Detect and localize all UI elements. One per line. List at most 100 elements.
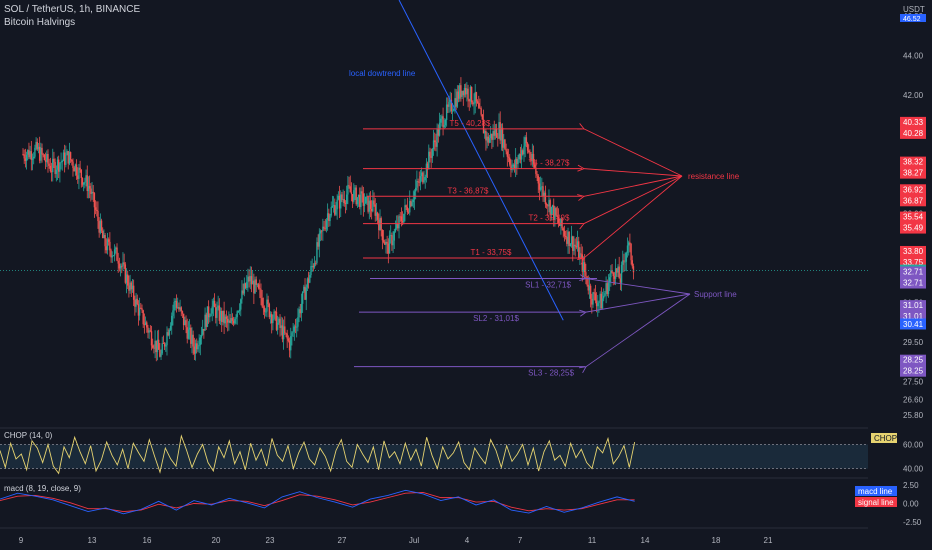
- candle-body: [588, 285, 591, 291]
- candle-body: [24, 158, 27, 162]
- candle-body: [351, 194, 354, 202]
- candle-body: [332, 205, 335, 207]
- candle-body: [349, 186, 351, 193]
- candle-body: [288, 340, 291, 351]
- callout-arrow[interactable]: [583, 175, 683, 197]
- macd-line-badge[interactable]: [855, 486, 897, 496]
- candle-body: [37, 146, 40, 150]
- candle-body: [340, 194, 342, 209]
- stop-price-tag[interactable]: [900, 354, 926, 377]
- chop-series[interactable]: [0, 434, 636, 475]
- candle-body: [213, 300, 216, 308]
- target-price-tag[interactable]: [900, 156, 926, 179]
- candle-body: [46, 153, 48, 163]
- candle-body: [569, 244, 572, 246]
- candle-body: [342, 199, 344, 200]
- candle-body: [247, 276, 249, 283]
- target-price-tag[interactable]: [900, 211, 926, 234]
- price-tick-label: 25.80: [903, 411, 924, 420]
- candle-body: [583, 262, 586, 273]
- downtrend-line[interactable]: [398, 0, 564, 321]
- callout-arrow[interactable]: [583, 175, 683, 259]
- target-price-tag[interactable]: [900, 184, 926, 207]
- time-tick-label: 13: [88, 536, 97, 545]
- extra-price-tag[interactable]: [900, 318, 926, 330]
- price-tick-label: 27.50: [903, 378, 924, 387]
- candle-body: [539, 187, 542, 190]
- target-price-tag[interactable]: [900, 245, 926, 268]
- target-price-tag[interactable]: [900, 116, 926, 139]
- candle-body: [528, 150, 530, 153]
- chop-badge[interactable]: [871, 433, 897, 443]
- candle-body: [80, 169, 83, 178]
- callout-arrow[interactable]: [583, 175, 683, 224]
- candle-body: [294, 326, 297, 328]
- candle-body: [47, 153, 49, 164]
- candle-body: [603, 295, 605, 299]
- candle-body: [165, 345, 167, 347]
- candle-body: [224, 316, 226, 324]
- candle-body: [619, 278, 622, 283]
- candle-body: [415, 187, 417, 192]
- candle-body: [29, 151, 31, 158]
- candle-body: [68, 152, 71, 164]
- candle-body: [192, 334, 194, 347]
- candle-body: [265, 311, 267, 313]
- candles[interactable]: [22, 77, 635, 362]
- candle-body: [531, 153, 534, 162]
- candle-body: [424, 176, 426, 181]
- candle-body: [623, 260, 625, 262]
- candle-body: [273, 311, 275, 319]
- candle-body: [193, 346, 196, 354]
- candle-body: [448, 101, 450, 107]
- header-price-tag[interactable]: [900, 14, 926, 22]
- callout-arrow[interactable]: [585, 278, 691, 295]
- candle-body: [447, 104, 449, 107]
- candle-body: [263, 307, 266, 312]
- callout-arrow[interactable]: [585, 293, 691, 313]
- candle-body: [403, 213, 405, 223]
- candle-body: [255, 279, 257, 285]
- candle-body: [463, 88, 466, 96]
- macd-series[interactable]: [0, 489, 635, 515]
- candle-body: [594, 293, 597, 301]
- candle-body: [43, 154, 46, 161]
- callout-arrow[interactable]: [585, 293, 691, 368]
- stop-price-tag[interactable]: [900, 300, 926, 323]
- candle-body: [311, 265, 313, 267]
- candle-body: [132, 285, 135, 300]
- candle-body: [538, 183, 541, 190]
- candle-body: [341, 194, 343, 200]
- candle-body: [482, 119, 485, 134]
- candle-body: [545, 204, 548, 206]
- symbol-title[interactable]: SOL / TetherUS, 1h, BINANCE: [4, 4, 141, 15]
- candle-body: [520, 150, 523, 160]
- candle-body: [365, 196, 367, 204]
- candle-body: [134, 299, 136, 307]
- candle-body: [606, 283, 608, 295]
- candle-body: [593, 292, 595, 294]
- signal-series[interactable]: [0, 492, 635, 513]
- callout-arrow[interactable]: [583, 168, 683, 177]
- candle-body: [430, 156, 432, 158]
- candle-body: [344, 202, 347, 204]
- callout-arrow[interactable]: [583, 128, 683, 177]
- stop-tag-lower: 31.01: [903, 312, 924, 321]
- candle-body: [67, 151, 69, 164]
- candle-body: [219, 310, 222, 321]
- candle-body: [367, 196, 369, 212]
- stop-price-tag[interactable]: [900, 266, 926, 289]
- signal-line-badge[interactable]: [855, 497, 897, 507]
- candle-body: [156, 339, 159, 353]
- candle-body: [253, 280, 255, 294]
- candle-body: [599, 293, 601, 302]
- candle-body: [121, 265, 123, 267]
- candle-body: [381, 229, 384, 241]
- candle-body: [81, 177, 84, 185]
- indicator-name[interactable]: Bitcoin Halvings: [4, 17, 76, 28]
- candle-body: [228, 320, 230, 323]
- candle-body: [434, 140, 436, 143]
- candle-body: [284, 326, 286, 333]
- candle-body: [326, 213, 329, 221]
